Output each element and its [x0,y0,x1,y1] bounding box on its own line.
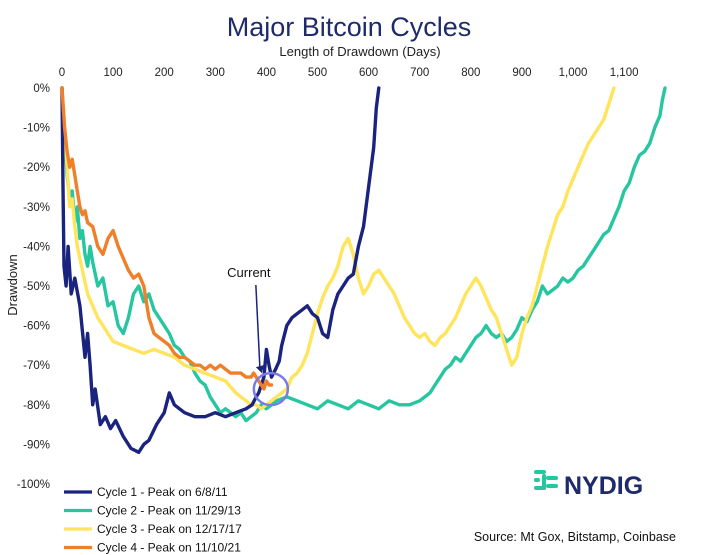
x-tick-label: 500 [308,67,327,79]
y-tick-label: -20% [23,162,50,174]
y-tick-label: -30% [23,202,50,214]
nydig-logo-text: NYDIG [564,472,643,500]
current-annotation: Current [227,265,271,280]
x-tick-label: 600 [359,67,378,79]
chart-title: Major Bitcoin Cycles [227,12,472,42]
y-tick-label: -70% [23,360,50,372]
x-tick-label: 200 [155,67,174,79]
nydig-logo-icon [534,470,558,490]
series-line-cycle-1 [60,86,381,454]
y-tick-label: -100% [17,479,50,491]
y-tick-label: -80% [23,400,50,412]
y-tick-label: 0% [33,83,50,95]
current-highlight-circle [252,371,290,407]
x-axis-title: Length of Drawdown (Days) [279,44,440,59]
x-tick-label: 800 [461,67,480,79]
x-tick-label: 0 [59,67,65,79]
legend-label-cycle-3: Cycle 3 - Peak on 12/17/17 [97,522,242,536]
y-tick-label: -10% [23,123,50,135]
x-tick-label: 1,100 [610,67,639,79]
legend: Cycle 1 - Peak on 6/8/11 Cycle 2 - Peak o… [64,485,242,555]
y-tick-label: -50% [23,281,50,293]
annotation-arrow-head [255,365,264,374]
y-axis-ticks: 0% -10% -20% -30% -40% -50% -60% -70% -80% -90% -1… [17,83,50,491]
x-axis-ticks: 0 100 200 300 400 500 600 700 800 900 1,000 1,100 [59,67,639,79]
source-note: Source: Mt Gox, Bitstamp, Coinbase [474,530,676,544]
x-tick-label: 400 [257,67,276,79]
series-line-cycle-2 [60,86,667,423]
x-tick-label: 1,000 [559,67,588,79]
y-axis-title: Drawdown [5,254,20,315]
series-line-cycle-3 [60,86,616,411]
nydig-logo: NYDIG [534,470,643,500]
legend-label-cycle-1: Cycle 1 - Peak on 6/8/11 [97,485,228,499]
x-tick-label: 300 [206,67,225,79]
x-tick-label: 100 [104,67,123,79]
y-tick-label: -90% [23,439,50,451]
current-annotation-marker [252,284,290,407]
annotation-arrow-line [255,284,261,368]
series-line-cycle-4 [60,86,274,391]
y-tick-label: -60% [23,321,50,333]
y-tick-label: -40% [23,241,50,253]
legend-label-cycle-4: Cycle 4 - Peak on 11/10/21 [97,541,241,555]
legend-label-cycle-2: Cycle 2 - Peak on 11/29/13 [97,504,241,518]
x-tick-label: 900 [512,67,531,79]
x-tick-label: 700 [410,67,429,79]
series-layer [60,86,667,454]
